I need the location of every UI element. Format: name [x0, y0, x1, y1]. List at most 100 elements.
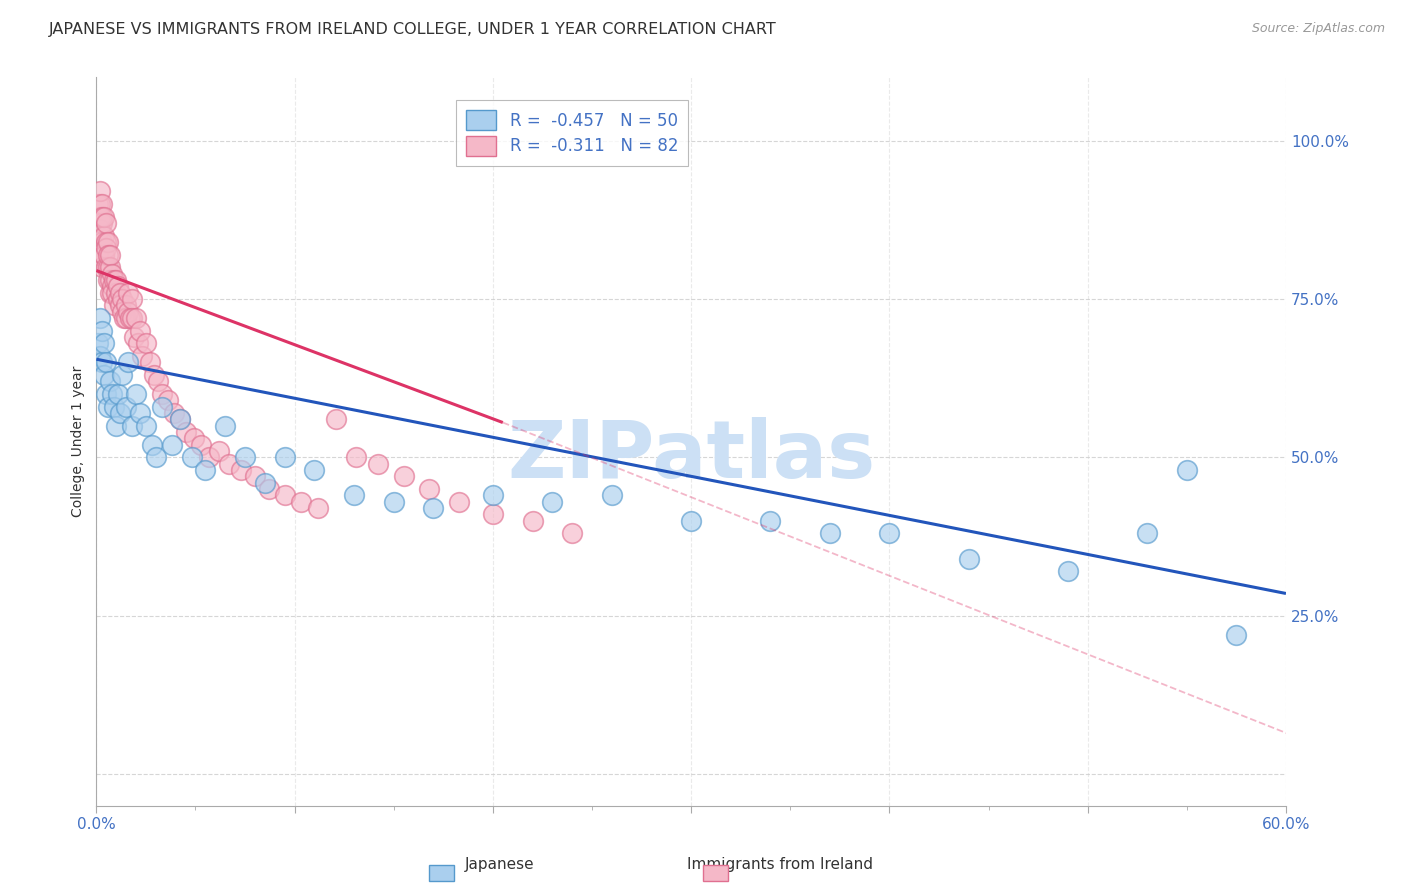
Point [139, 355, 162, 369]
Point [135, 336, 157, 351]
Point [449, 494, 471, 508]
Text: ZIPatlas: ZIPatlas [508, 417, 876, 495]
Point [108, 285, 131, 300]
Point [93, 368, 115, 382]
Point [169, 412, 191, 426]
Point [111, 292, 134, 306]
Point [304, 463, 326, 477]
Point [156, 393, 179, 408]
Text: Source: ZipAtlas.com: Source: ZipAtlas.com [1251, 22, 1385, 36]
Point [91, 216, 114, 230]
Point [273, 488, 295, 502]
Point [541, 494, 564, 508]
Point [97, 400, 120, 414]
Point [93, 248, 115, 262]
Point [150, 400, 173, 414]
Point [101, 279, 124, 293]
Point [218, 457, 240, 471]
Point [107, 279, 129, 293]
Point [120, 311, 142, 326]
Point [91, 355, 114, 369]
Point [122, 330, 145, 344]
Point [229, 463, 252, 477]
Point [233, 450, 256, 465]
Point [169, 412, 191, 426]
Point [96, 387, 118, 401]
Point [115, 298, 138, 312]
Point [759, 514, 782, 528]
Point [115, 400, 138, 414]
Point [91, 235, 114, 249]
Text: Immigrants from Ireland: Immigrants from Ireland [688, 857, 873, 872]
Point [96, 235, 118, 249]
Point [344, 450, 367, 465]
Point [273, 450, 295, 465]
Point [1225, 627, 1247, 641]
Point [243, 469, 266, 483]
Point [101, 267, 124, 281]
Point [103, 273, 125, 287]
Point [89, 349, 111, 363]
Point [98, 375, 121, 389]
Legend: R =  -0.457   N = 50, R =  -0.311   N = 82: R = -0.457 N = 50, R = -0.311 N = 82 [457, 100, 688, 166]
Point [107, 387, 129, 401]
Point [561, 526, 583, 541]
Point [146, 375, 169, 389]
Point [91, 197, 114, 211]
Y-axis label: College, Under 1 year: College, Under 1 year [72, 366, 86, 517]
Point [93, 336, 115, 351]
Point [89, 210, 111, 224]
Point [89, 185, 111, 199]
Point [208, 444, 231, 458]
Point [343, 488, 366, 502]
Point [1136, 526, 1159, 541]
Point [87, 336, 110, 351]
Point [957, 551, 980, 566]
Point [91, 260, 114, 275]
Point [325, 412, 347, 426]
Point [367, 457, 389, 471]
Point [97, 248, 120, 262]
Point [98, 260, 121, 275]
Point [174, 425, 197, 439]
Point [96, 241, 118, 255]
Point [98, 273, 121, 287]
Point [97, 260, 120, 275]
Point [818, 526, 841, 541]
Point [190, 438, 212, 452]
Point [117, 285, 139, 300]
Point [150, 387, 173, 401]
Point [107, 292, 129, 306]
Point [125, 387, 148, 401]
Text: Japanese: Japanese [464, 857, 534, 872]
Point [257, 482, 280, 496]
Point [382, 494, 405, 508]
Point [112, 311, 135, 326]
Point [422, 501, 444, 516]
Point [482, 488, 505, 502]
Point [103, 298, 125, 312]
Point [131, 349, 153, 363]
Point [142, 368, 165, 382]
Point [89, 197, 111, 211]
Point [121, 418, 143, 433]
Point [111, 368, 134, 382]
Point [180, 450, 202, 465]
Point [97, 273, 120, 287]
Point [194, 463, 217, 477]
Point [145, 450, 167, 465]
Point [214, 418, 236, 433]
Point [87, 197, 110, 211]
Point [129, 406, 152, 420]
Point [108, 406, 131, 420]
Point [96, 260, 118, 275]
Point [600, 488, 623, 502]
Point [111, 304, 134, 318]
Point [96, 355, 118, 369]
Point [482, 508, 505, 522]
Point [1057, 564, 1080, 578]
Point [198, 450, 221, 465]
Point [115, 311, 138, 326]
Point [681, 514, 703, 528]
Point [160, 438, 183, 452]
